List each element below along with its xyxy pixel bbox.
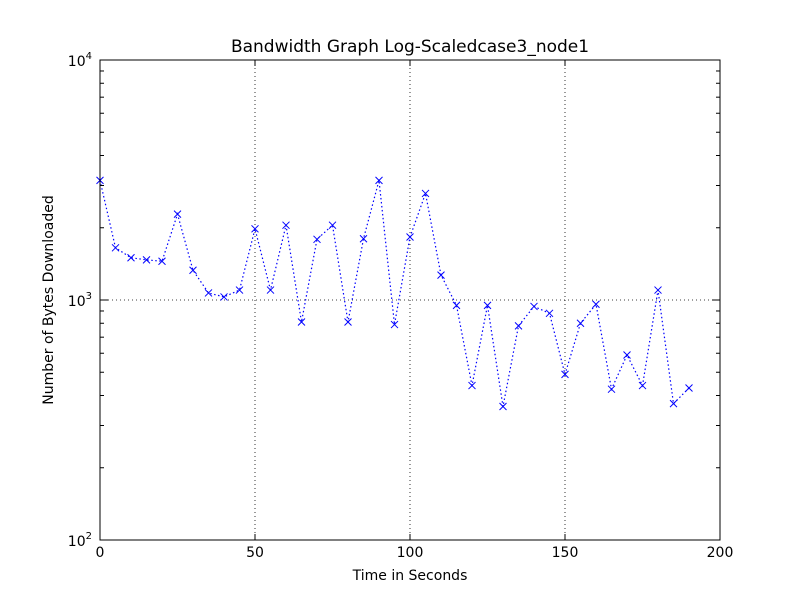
data-series — [96, 176, 693, 411]
data-point-marker — [607, 385, 616, 394]
data-point-marker — [592, 300, 600, 309]
data-point-marker — [561, 370, 569, 379]
data-point-marker — [220, 293, 228, 301]
data-point-marker — [111, 243, 120, 252]
data-point-marker — [390, 320, 399, 329]
data-point-marker — [282, 221, 290, 230]
data-point-marker — [158, 257, 166, 266]
x-tick-label: 50 — [246, 545, 264, 561]
data-point-marker — [313, 235, 321, 244]
data-point-marker — [623, 351, 631, 359]
data-point-marker — [127, 253, 135, 262]
y-axis-label: Number of Bytes Downloaded — [41, 195, 57, 404]
x-tick-label: 150 — [552, 545, 579, 561]
grid-lines — [100, 60, 720, 540]
x-axis-label: Time in Seconds — [352, 568, 468, 584]
data-point-marker — [173, 210, 182, 218]
data-point-marker — [344, 318, 352, 326]
y-tick-label: 104 — [68, 51, 92, 70]
data-point-marker — [406, 233, 414, 241]
data-point-marker — [468, 381, 476, 390]
data-point-marker — [266, 286, 275, 294]
data-point-marker — [189, 266, 197, 275]
chart-title: Bandwidth Graph Log-Scaledcase3_node1 — [231, 37, 589, 57]
data-point-marker — [530, 302, 538, 311]
data-point-marker — [142, 255, 151, 264]
x-tick-label: 100 — [397, 545, 424, 561]
axis-ticks: 0 50 100 150 200 102 103 104 — [68, 51, 734, 561]
data-point-marker — [638, 381, 647, 390]
data-point-marker — [251, 224, 259, 233]
data-point-marker — [297, 318, 306, 326]
data-point-marker — [499, 402, 507, 411]
data-point-marker — [437, 271, 445, 279]
data-point-marker — [375, 176, 383, 185]
data-point-marker — [452, 301, 461, 310]
data-point-marker — [514, 322, 523, 330]
x-tick-label: 200 — [707, 545, 734, 561]
x-tick-label: 0 — [96, 545, 105, 561]
data-point-marker — [235, 286, 244, 294]
data-point-marker — [204, 289, 213, 297]
data-point-marker — [669, 399, 678, 408]
data-point-marker — [576, 319, 585, 328]
data-point-marker — [654, 286, 662, 294]
y-tick-label: 103 — [68, 291, 92, 310]
data-point-marker — [545, 309, 554, 318]
y-tick-label: 102 — [68, 531, 92, 550]
data-point-marker — [421, 189, 430, 198]
data-point-marker — [359, 234, 368, 243]
data-point-marker — [685, 384, 693, 392]
data-point-marker — [483, 301, 492, 310]
data-point-marker — [328, 221, 337, 230]
